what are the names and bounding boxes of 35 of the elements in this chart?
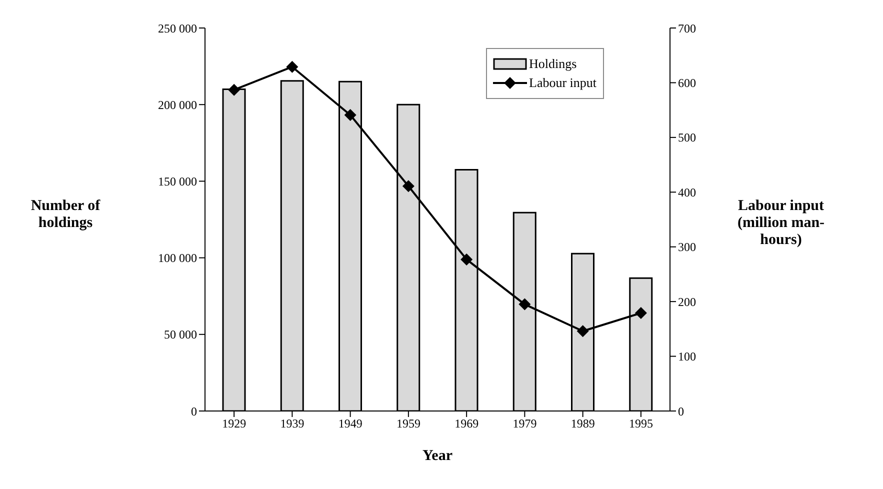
x-tick-label: 1989 [570, 416, 595, 431]
y2-tick-label: 500 [678, 130, 696, 145]
legend-label: Holdings [529, 56, 577, 72]
point [518, 298, 531, 310]
y2-tick-label: 400 [678, 185, 696, 200]
y-tick-label: 150 000 [158, 174, 197, 188]
y-tick-label: 0 [191, 404, 197, 418]
x-tick-label: 1979 [512, 416, 537, 431]
point [344, 108, 356, 121]
y2-tick-label: 100 [678, 350, 696, 364]
y2-tick-label: 0 [678, 404, 684, 418]
y-tick-label: 100 000 [158, 251, 197, 266]
y2-tick-label: 200 [678, 294, 696, 309]
y2-tick-label: 700 [678, 21, 696, 36]
y-tick-label: 50 000 [164, 328, 197, 342]
y2-tick-label: 600 [678, 76, 696, 90]
point [460, 253, 473, 266]
y2-tick-label: 300 [678, 240, 696, 254]
point [286, 60, 298, 73]
y-tick-label: 250 000 [158, 21, 197, 36]
y-axis-title: Number of holdings [30, 198, 102, 232]
x-tick-label: 1995 [628, 416, 653, 431]
x-tick-label: 1949 [338, 416, 362, 431]
x-tick-label: 1929 [222, 416, 246, 431]
y2-axis-title: Labour input (million man-hours) [736, 198, 826, 249]
x-axis-title: Year [422, 448, 454, 465]
point [576, 325, 589, 338]
x-tick-label: 1939 [280, 416, 304, 431]
point [228, 84, 240, 96]
point [402, 180, 414, 192]
legend-label: Labour input [529, 75, 597, 91]
y-tick-label: 200 000 [158, 98, 197, 112]
point [634, 307, 647, 320]
x-tick-label: 1969 [454, 416, 479, 431]
x-tick-label: 1959 [396, 416, 420, 431]
